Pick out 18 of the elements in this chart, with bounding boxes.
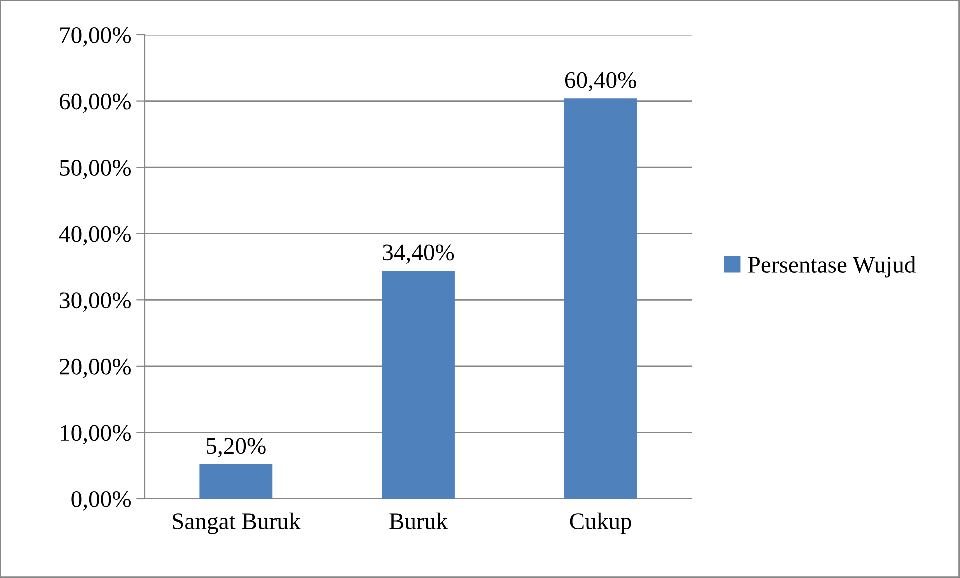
y-tick-label: 70,00% (60, 27, 131, 47)
bar (382, 270, 455, 499)
legend-label: Persentase Wujud (748, 256, 916, 278)
x-tick-label: Buruk (390, 512, 448, 530)
data-label: 5,20% (207, 438, 266, 458)
x-tick-label: Sangat Buruk (173, 512, 301, 534)
y-tick-label: 10,00% (61, 425, 131, 445)
data-label: 60,40% (565, 72, 636, 92)
y-tick-label: 40,00% (59, 226, 131, 246)
x-tick-label: Cukup (570, 512, 632, 534)
y-tick-label: 0,00% (72, 491, 131, 511)
y-tick-label: 60,00% (60, 94, 131, 114)
y-tick-label: 30,00% (60, 292, 131, 312)
y-tick-label: 50,00% (60, 160, 131, 180)
bar (200, 464, 273, 499)
data-label: 34,40% (383, 244, 454, 264)
y-tick-label: 20,00% (60, 358, 131, 378)
bar (564, 98, 638, 499)
